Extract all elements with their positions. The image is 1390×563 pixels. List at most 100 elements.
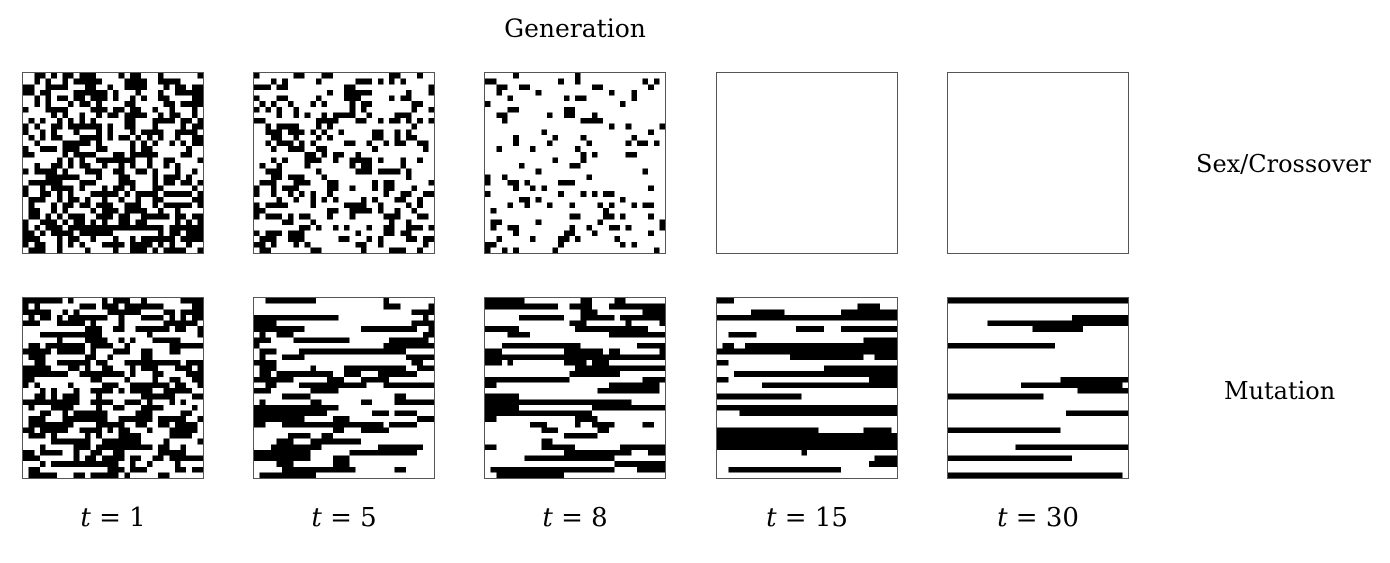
grid-cell-run [51,230,74,237]
grid-cell-run [23,298,63,304]
grid-cell-run [417,196,423,203]
grid-cell-run [569,213,581,220]
grid-cell-run [569,371,620,377]
grid-cell-run [620,241,626,248]
grid-cell-run [28,196,46,203]
grid-cell-run [614,236,620,242]
grid-cell-run [1060,376,1128,383]
grid-cell-run [422,314,429,321]
grid-cell-run [152,185,164,192]
grid-cell-run [129,337,136,343]
grid-cell-run [344,95,361,102]
grid-cell-run [485,444,497,450]
grid-cell-run [174,421,198,428]
grid-cell-run [129,455,142,462]
grid-cell-run [90,449,102,456]
grid-cell-run [113,168,125,175]
grid-cell-run [293,134,299,141]
grid-cell-run [304,112,311,118]
grid-cell-run [276,84,288,90]
grid-cell-run [174,84,187,90]
grid-cell-run [349,101,356,107]
grid-cell-run [28,433,46,439]
grid-cell-run [129,163,136,169]
grid-cell-run [23,168,29,175]
grid-cell-run [118,174,130,180]
grid-cell-run [96,359,108,366]
grid-cell-run [344,89,373,96]
grid-cell-run [857,303,881,310]
grid-cell-run [321,101,328,107]
grid-cell-run [535,168,542,175]
grid-cell-run [276,438,294,445]
grid-cell-run [34,163,40,169]
grid-cell-run [344,202,367,208]
column-label-t1: t = 1 [80,503,146,533]
grid-cell-run [530,236,536,242]
grid-cell-run [485,376,570,383]
grid-cell-run [163,438,170,445]
grid-cell-run [355,118,367,124]
grid-cell-run [23,129,29,135]
grid-cell-run [169,230,181,237]
grid-cell-run [315,146,328,152]
grid-cell-run [191,134,203,141]
grid-cell-run [496,146,502,152]
grid-cell-run [96,129,102,135]
grid-cell-run [745,343,897,349]
grid-cell-run [863,337,897,343]
grid-cell-run [197,382,203,388]
grid-cell-run [287,129,305,135]
grid-cell-run [39,331,102,338]
grid-cell-run [186,219,192,225]
grid-cell-run [62,202,74,208]
grid-cell-run [51,73,57,79]
grid-cell-run [310,399,322,405]
grid-cell-run [400,163,406,169]
grid-cell-run [321,112,328,118]
grid-cell-run [158,416,187,422]
grid-cell-run [101,241,125,248]
grid-cell-run [530,185,536,192]
grid-cell-run [417,213,429,220]
grid-cell-run [405,118,412,124]
grid-cell-run [152,247,158,253]
grid-cell-run [591,84,604,90]
grid-cell-run [34,101,40,107]
grid-cell-run [485,101,491,107]
grid-cell-run [490,208,497,214]
grid-cell-run [135,196,142,203]
grid-cell-run [1077,388,1128,394]
grid-cell-run [580,134,587,141]
grid-cell-run [394,112,412,118]
grid-cell-run [717,314,897,321]
grid-cell-run [186,174,192,180]
grid-cell-run [62,140,91,147]
grid-cell-run [23,84,35,90]
grid-cell-run [591,404,665,411]
grid-cell-run [315,168,322,175]
grid-cell-run [428,326,434,332]
grid-cell-run [96,393,102,400]
grid-cell-run [586,224,592,231]
grid-cell-run [23,185,29,192]
grid-cell-run [90,191,119,197]
grid-cell-run [485,326,519,332]
grid-cell-run [23,399,80,405]
grid-cell-run [332,112,356,118]
grid-cell-run [389,78,395,85]
grid-cell-run [124,118,136,124]
grid-cell-run [265,129,283,135]
grid-svg [254,298,434,478]
grid-cell-run [293,179,311,186]
grid-cell-run [648,185,654,192]
grid-cell-run [591,112,598,118]
grid-cell-run [282,157,288,163]
grid-cell-run [485,78,497,85]
grid-cell-run [254,421,266,428]
grid-cell-run [507,179,519,186]
grid-cell-run [580,309,598,315]
grid-cell-run [270,444,322,450]
grid-cell-run [659,224,665,231]
grid-cell-run [518,84,530,90]
